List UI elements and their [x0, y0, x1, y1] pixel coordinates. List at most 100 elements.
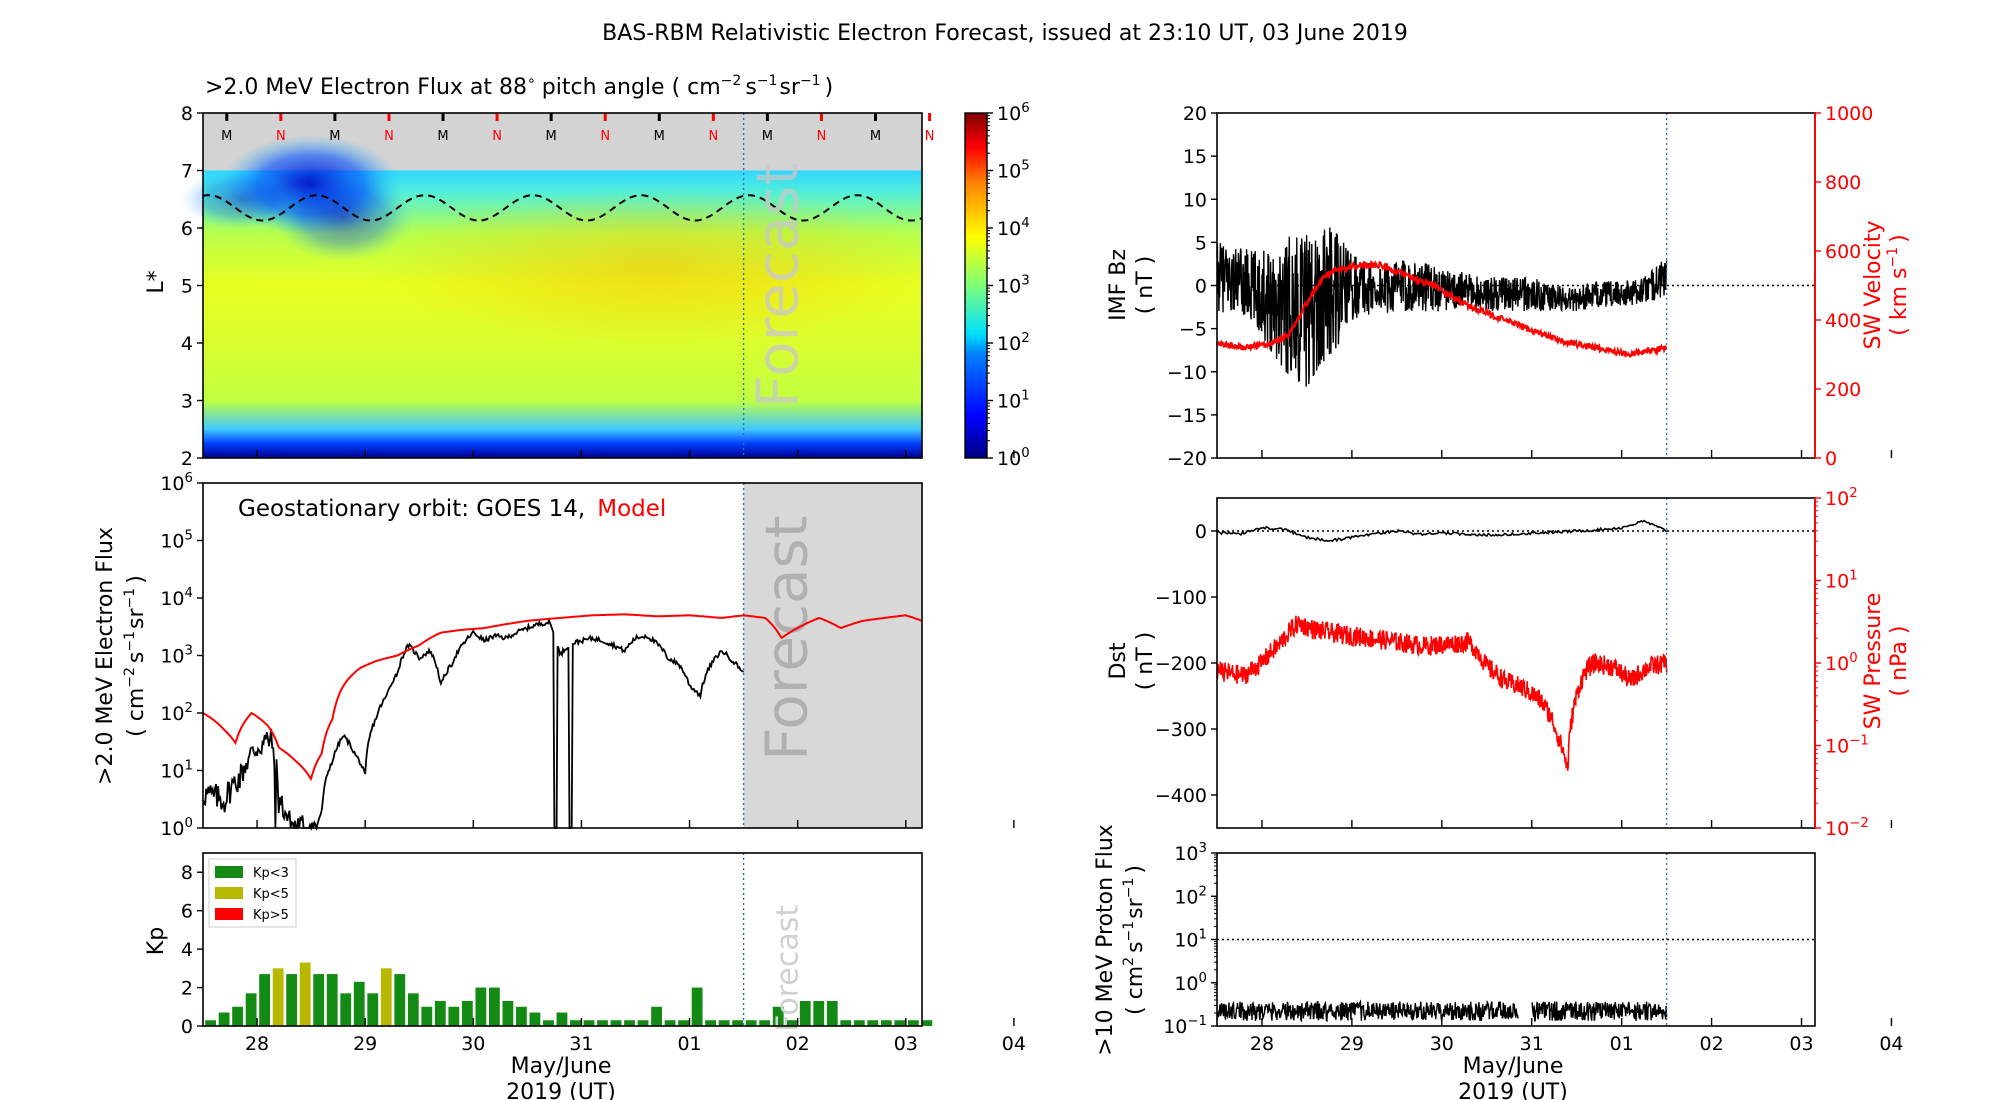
- kp-bar: [853, 1020, 865, 1026]
- y-tick-label: −20: [1167, 448, 1207, 470]
- y-tick-label: 105: [160, 529, 193, 553]
- kp-bar: [380, 968, 392, 1026]
- x-tick-label: 29: [1340, 1033, 1364, 1055]
- x-tick-label: 02: [1699, 1033, 1723, 1055]
- kp-bar: [610, 1020, 622, 1026]
- kp-bar: [313, 974, 325, 1026]
- dst-ylabel-line2: ( nT ): [1133, 632, 1158, 691]
- geo-ylabel-line2: ( cm−2s−1sr−1): [122, 575, 149, 737]
- imf-ylabel-line1: IMF Bz: [1106, 249, 1131, 321]
- y-tick-label: −400: [1155, 785, 1207, 807]
- kp-bar: [799, 1001, 811, 1026]
- kp-bar: [867, 1020, 879, 1026]
- orbit-marker-label: M: [762, 129, 773, 144]
- dst-line: [1216, 519, 1668, 543]
- orbit-marker-label: N: [817, 129, 827, 144]
- kp-bar: [407, 993, 419, 1026]
- swv-ylabel-line2: ( km s−1): [1885, 234, 1912, 335]
- y-tick-label-right: 10−1: [1825, 734, 1869, 758]
- kp-bar: [637, 1020, 649, 1026]
- x-tick-label: 01: [1610, 1033, 1634, 1055]
- imf-x-ticks: [1261, 450, 1893, 458]
- x-tick-label: 28: [245, 1033, 269, 1055]
- geo-legend: Geostationary orbit: GOES 14, Model: [238, 496, 666, 522]
- x-tick-label: 31: [569, 1033, 593, 1055]
- kp-bar: [556, 1012, 568, 1026]
- y-tick-label: 6: [181, 901, 193, 923]
- y-tick-label-right: 10−2: [1825, 816, 1869, 840]
- colorbar-gradient: [964, 112, 988, 459]
- flux-dropout-region: [180, 169, 301, 230]
- x-tick-label: 02: [786, 1033, 810, 1055]
- swp-ylabel-line1: SW Pressure: [1861, 593, 1886, 730]
- heatmap-panel: >2.0 MeV Electron Flux at 88∘ pitch angle…: [144, 73, 1030, 470]
- swv-ylabel-line1: SW Velocity: [1861, 220, 1886, 349]
- dst-panel: −400 −300 −200 −100 0 10−2 10−1 100 101 102 Dst (…: [1106, 486, 1912, 840]
- kp-ylabel: Kp: [144, 927, 169, 955]
- orbit-marker-label: N: [384, 129, 394, 144]
- kp-bar: [570, 1020, 581, 1026]
- kp-bar: [678, 1020, 690, 1026]
- y-tick-label: 10: [1183, 189, 1207, 211]
- model-flux-line: [202, 613, 923, 782]
- proton-ylabel-line2: ( cm2s−1sr−1): [1121, 865, 1148, 1015]
- dst-x-ticks: [1261, 820, 1893, 828]
- flux-maximum-region: [377, 188, 938, 349]
- imf-ylabel-line2: ( nT ): [1133, 256, 1158, 315]
- y-tick-label: 0: [1195, 521, 1207, 543]
- orbit-marker-label: M: [546, 129, 557, 144]
- proton-flux-line: [1216, 999, 1668, 1023]
- kp-bar: [718, 1020, 730, 1026]
- shared-x-label-right-2: 2019 (UT): [1458, 1080, 1568, 1100]
- y-tick-label: 8: [181, 862, 193, 884]
- y-tick-label-right: 400: [1825, 310, 1861, 332]
- kp-bar: [299, 962, 311, 1026]
- kp-legend-label: Kp<5: [253, 887, 289, 902]
- figure-title: BAS-RBM Relativistic Electron Forecast, …: [602, 21, 1408, 46]
- kp-bar: [907, 1020, 919, 1026]
- kp-bar: [205, 1020, 216, 1026]
- y-tick-label: 10−1: [1163, 1014, 1207, 1038]
- swp-ylabel-line2: ( nPa ): [1887, 626, 1912, 697]
- proton-frame: [1216, 852, 1816, 1027]
- heatmap-x-ticks: [256, 450, 1015, 458]
- x-tick-label: 04: [1002, 1033, 1026, 1055]
- kp-bar: [786, 1020, 798, 1026]
- kp-bar: [624, 1020, 635, 1026]
- x-tick-label: 03: [894, 1033, 918, 1055]
- y-tick-label: −200: [1155, 653, 1207, 675]
- kp-bar: [340, 993, 352, 1026]
- x-tick-label: 04: [1879, 1033, 1903, 1055]
- kp-bar: [543, 1020, 554, 1026]
- kp-bar: [597, 1020, 608, 1026]
- y-tick-label: 102: [160, 701, 193, 725]
- kp-bar: [232, 1006, 244, 1026]
- kp-bar: [218, 1012, 230, 1026]
- orbit-marker-label: M: [221, 129, 232, 144]
- kp-legend-swatch: [215, 866, 243, 878]
- y-tick-label: 103: [160, 644, 193, 668]
- shared-x-label-right-1: May/June: [1463, 1054, 1564, 1079]
- y-tick-label: 7: [181, 161, 193, 183]
- y-tick-label-right: 100: [1825, 651, 1858, 675]
- orbit-marker-label: N: [600, 129, 610, 144]
- colorbar-tick-label: 100: [997, 446, 1030, 470]
- shared-x-label-left-2: 2019 (UT): [506, 1080, 616, 1100]
- shared-x-label-left-1: May/June: [511, 1054, 612, 1079]
- kp-legend-swatch: [215, 908, 243, 920]
- kp-legend-label: Kp<3: [253, 866, 289, 881]
- kp-bar: [448, 1006, 460, 1026]
- x-tick-label: 31: [1520, 1033, 1544, 1055]
- y-tick-label: −15: [1167, 405, 1207, 427]
- y-tick-label: 100: [160, 816, 193, 840]
- y-tick-label: 6: [181, 218, 193, 240]
- orbit-marker-label: M: [437, 129, 448, 144]
- y-tick-label: 101: [160, 759, 193, 783]
- kp-bar: [488, 987, 500, 1026]
- y-tick-label: 100: [1174, 971, 1207, 995]
- colorbar-tick-label: 102: [997, 331, 1030, 355]
- y-tick-label: 4: [181, 939, 193, 961]
- colorbar-tick-label: 106: [997, 101, 1030, 125]
- y-tick-label: 4: [181, 333, 193, 355]
- y-tick-label: 2: [181, 448, 193, 470]
